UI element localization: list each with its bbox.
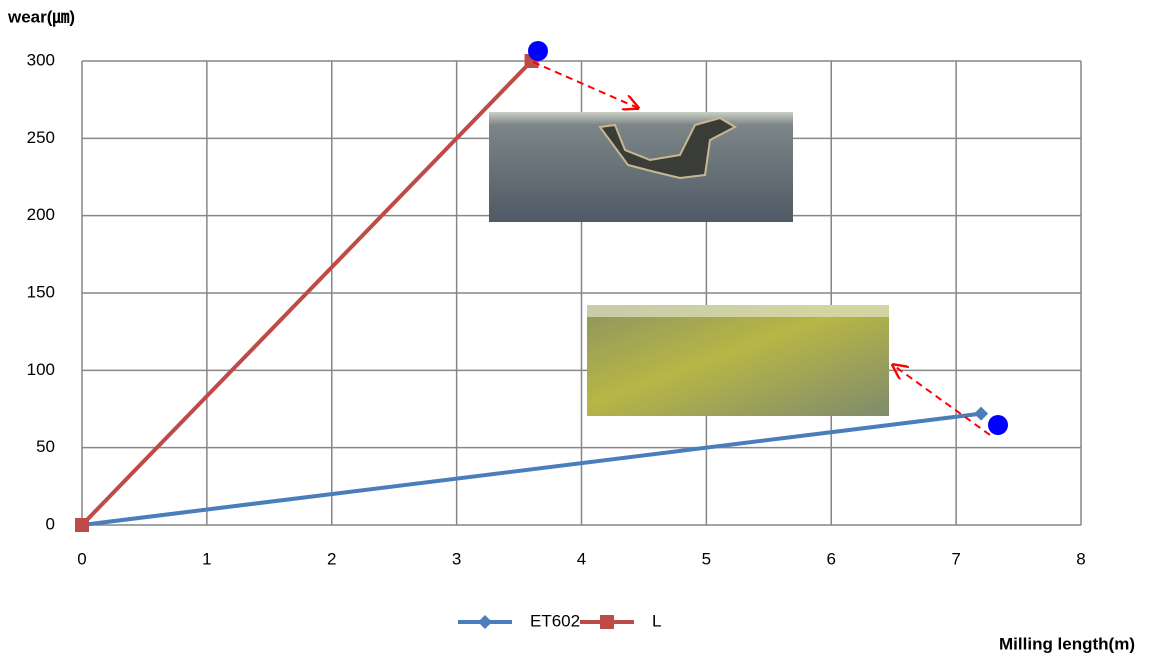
x-tick-label: 7 xyxy=(951,549,960,568)
x-tick-label: 4 xyxy=(577,549,586,568)
annotation-arrow xyxy=(532,61,638,108)
y-tick-label: 300 xyxy=(27,50,55,69)
photo-inset xyxy=(587,305,889,416)
x-tick-label: 8 xyxy=(1076,549,1085,568)
photo-annotations xyxy=(489,41,1008,436)
point-marker xyxy=(478,615,492,629)
y-tick-label: 0 xyxy=(46,514,55,533)
x-axis-label: Milling length(m) xyxy=(999,634,1135,653)
x-tick-label: 5 xyxy=(702,549,711,568)
x-tick-label: 1 xyxy=(202,549,211,568)
x-tick-label: 0 xyxy=(77,549,86,568)
photo-detail xyxy=(598,116,738,180)
annotation-arrow xyxy=(893,365,991,436)
y-tick-label: 50 xyxy=(36,437,55,456)
x-tick-label: 6 xyxy=(827,549,836,568)
series-line xyxy=(81,411,982,527)
series xyxy=(75,54,989,532)
legend-label: L xyxy=(652,611,661,630)
annotation-dot xyxy=(988,415,1008,435)
y-tick-label: 100 xyxy=(27,360,55,379)
y-axis-label: wear(㎛) xyxy=(7,7,75,27)
y-tick-label: 250 xyxy=(27,128,55,147)
series-line xyxy=(80,59,533,527)
point-marker xyxy=(75,518,89,532)
legend: ET602 L xyxy=(458,611,661,630)
x-tick-label: 3 xyxy=(452,549,461,568)
point-marker xyxy=(600,615,614,629)
y-tick-label: 150 xyxy=(27,282,55,301)
point-marker xyxy=(974,406,989,421)
annotation-dot xyxy=(528,41,548,61)
y-tick-label: 200 xyxy=(27,205,55,224)
x-tick-label: 2 xyxy=(327,549,336,568)
legend-label: ET602 xyxy=(530,611,580,630)
photo-detail xyxy=(587,305,889,317)
